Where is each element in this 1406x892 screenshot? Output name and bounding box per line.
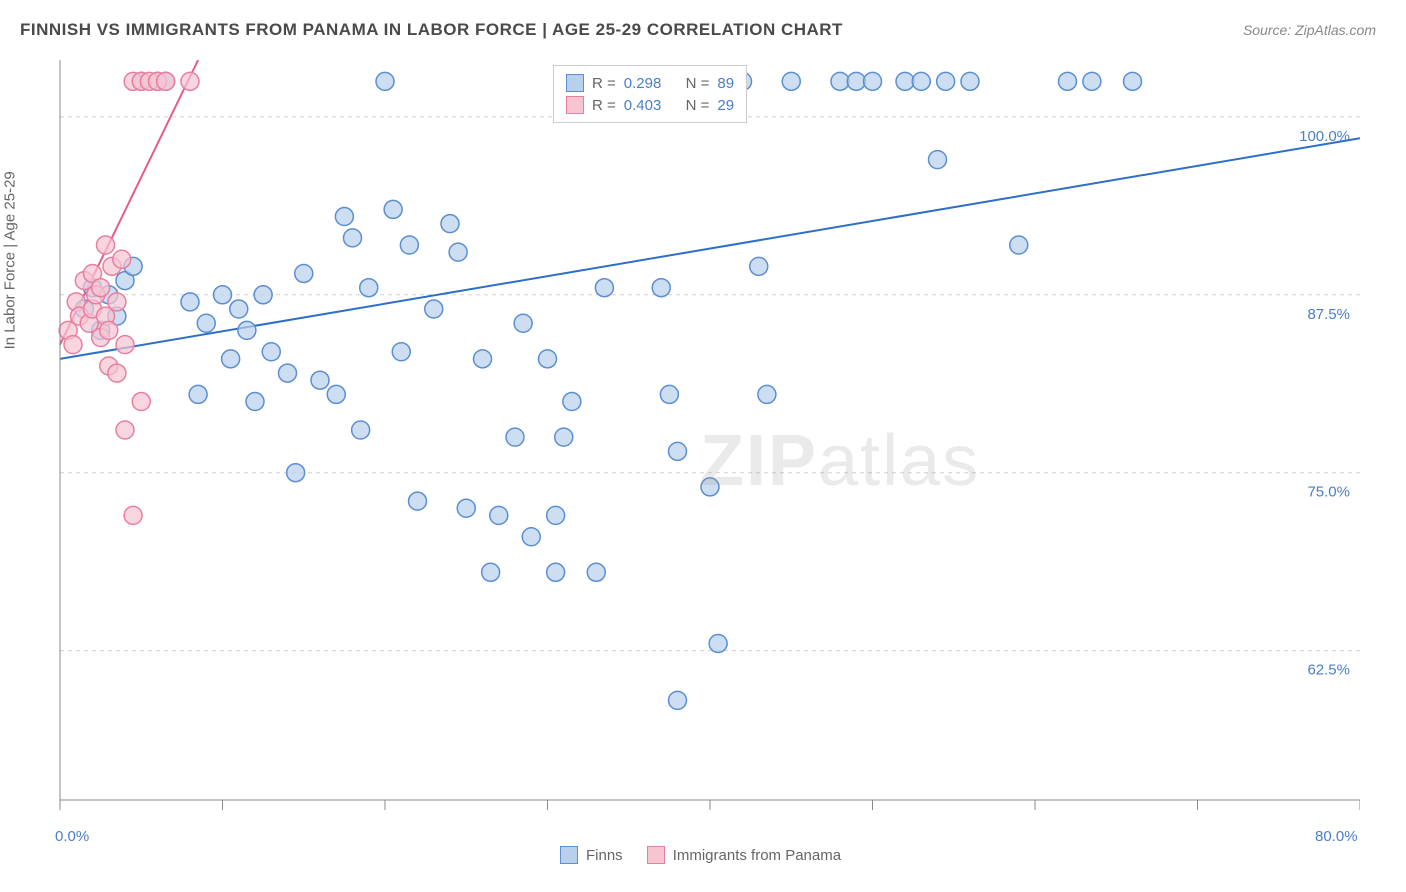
legend-row: R =0.298 N =89 [566, 72, 734, 94]
y-axis-label: In Labor Force | Age 25-29 [2, 171, 19, 349]
chart-title: FINNISH VS IMMIGRANTS FROM PANAMA IN LAB… [20, 20, 843, 40]
svg-text:87.5%: 87.5% [1307, 306, 1350, 323]
svg-text:100.0%: 100.0% [1299, 128, 1350, 145]
correlation-legend: R =0.298 N =89R =0.403 N =29 [553, 65, 747, 123]
series-legend: Finns Immigrants from Panama [560, 846, 841, 864]
legend-swatch [647, 846, 665, 864]
svg-text:62.5%: 62.5% [1307, 662, 1350, 679]
scatter-chart: 62.5% 75.0% 87.5% 100.0% [50, 60, 1360, 830]
x-axis-start-label: 0.0% [55, 828, 89, 845]
legend-item: Finns [560, 846, 623, 864]
chart-container: 62.5%75.0%87.5%100.0% ZIPatlas R =0.298 … [50, 60, 1406, 830]
legend-swatch [566, 96, 584, 114]
legend-swatch [560, 846, 578, 864]
x-axis-end-label: 80.0% [1315, 828, 1358, 845]
chart-source: Source: ZipAtlas.com [1243, 22, 1376, 38]
legend-item: Immigrants from Panama [647, 846, 841, 864]
svg-text:75.0%: 75.0% [1307, 484, 1350, 501]
legend-swatch [566, 74, 584, 92]
legend-row: R =0.403 N =29 [566, 94, 734, 116]
chart-header: FINNISH VS IMMIGRANTS FROM PANAMA IN LAB… [0, 0, 1406, 50]
